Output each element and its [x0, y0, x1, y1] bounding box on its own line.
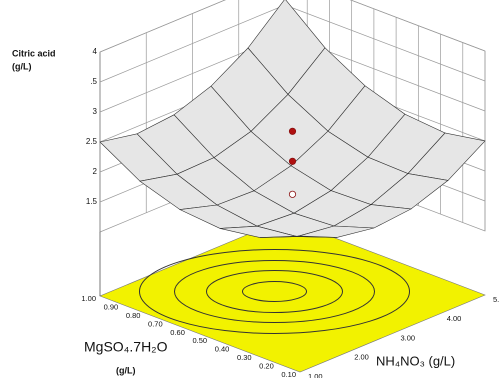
x-tick-label: 0.30 [237, 353, 252, 362]
contour [206, 270, 343, 313]
x-tick-label: 0.20 [259, 362, 274, 371]
z-axis-unit: (g/L) [12, 61, 32, 71]
design-point [288, 190, 297, 198]
x-tick-label: 0.90 [104, 302, 119, 311]
z-tick-label: .5 [90, 77, 97, 86]
contour [242, 281, 307, 302]
z-tick-label: 3 [93, 107, 98, 116]
z-axis-label: Citric acid [12, 48, 56, 58]
x-tick-label: 0.60 [170, 328, 185, 337]
x-tick-label: 1.00 [81, 294, 96, 303]
x-tick-label: 0.80 [126, 311, 141, 320]
y-tick-label: 5. [493, 295, 499, 304]
z-tick-label: 2 [93, 167, 98, 176]
design-point [288, 127, 297, 135]
z-tick-label: 2.5 [86, 137, 98, 146]
x-tick-label: 0.50 [193, 336, 208, 345]
x-tick-label: 0.10 [281, 370, 296, 378]
surface-cell [259, 235, 338, 238]
z-tick-label: 4 [93, 47, 98, 56]
design-point [288, 157, 297, 165]
y-axis-label: NH₄NO₃ (g/L) [376, 353, 455, 368]
x-axis-label: MgSO₄.7H₂O [84, 339, 168, 355]
x-axis-unit: (g/L) [116, 365, 136, 375]
contour [174, 260, 375, 323]
y-tick-label: 4.00 [447, 314, 462, 323]
x-tick-label: 0.40 [215, 345, 230, 354]
y-tick-label: 1.00 [308, 372, 323, 378]
y-tick-label: 3.00 [401, 333, 416, 342]
y-tick-label: 2.00 [354, 353, 369, 362]
x-tick-label: 0.70 [148, 319, 163, 328]
contour [139, 249, 410, 334]
z-tick-label: 1.5 [86, 197, 98, 206]
